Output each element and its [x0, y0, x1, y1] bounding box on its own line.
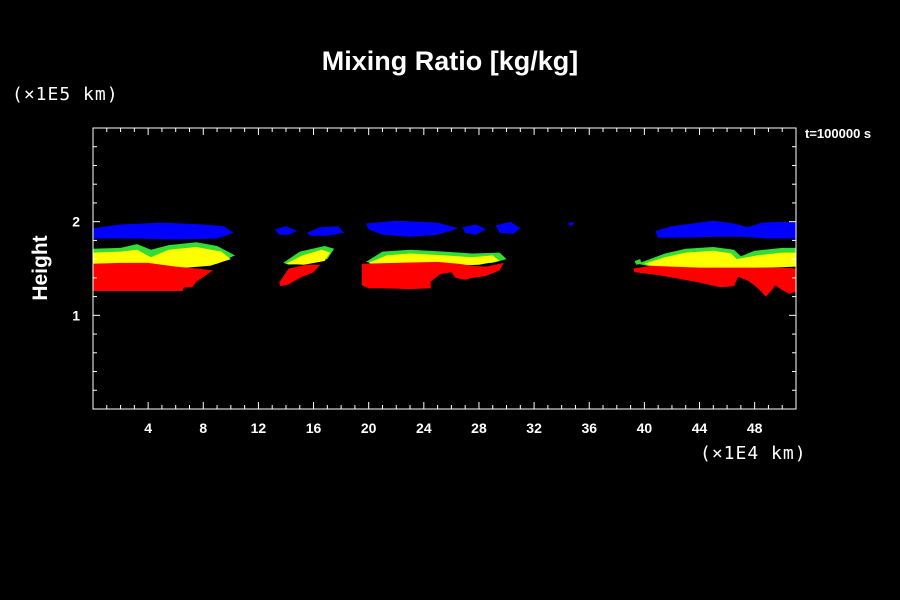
y-tick-label: 2: [72, 214, 80, 230]
region-level_1-18: [279, 264, 321, 287]
region-level_4-6: [568, 221, 575, 226]
x-tick-label: 48: [747, 420, 763, 436]
y-axis-unit-label: (×1E5 km): [12, 84, 119, 105]
region-level_2-16: [644, 250, 796, 269]
data-regions: [93, 220, 796, 297]
x-tick-label: 16: [306, 420, 322, 436]
region-level_4-5: [495, 221, 521, 234]
time-label: t=100000 s: [805, 126, 872, 141]
region-level_1-17: [93, 262, 213, 291]
region-level_4-4: [462, 224, 486, 235]
region-level_2-15: [368, 253, 500, 266]
plot-frame: [92, 127, 797, 410]
x-tick-label: 36: [581, 420, 597, 436]
chart-title: Mixing Ratio [kg/kg]: [321, 46, 579, 76]
x-tick-label: 8: [199, 420, 207, 436]
x-tick-label: 20: [361, 420, 377, 436]
region-level_1-20: [633, 265, 796, 297]
region-level_4-3: [365, 220, 459, 237]
x-tick-label: 44: [692, 420, 708, 436]
x-tick-label: 24: [416, 420, 432, 436]
region-level_4-7: [655, 220, 796, 239]
x-tick-label: 12: [251, 420, 267, 436]
x-axis-unit-label: (×1E4 km): [700, 443, 807, 464]
y-tick-label: 1: [72, 307, 80, 323]
region-level_2-14: [286, 249, 331, 265]
region-level_1-19: [361, 261, 504, 290]
region-level_4-2: [306, 226, 344, 236]
x-tick-label: 4: [144, 420, 152, 436]
region-level_4-1: [275, 226, 297, 235]
x-tick-label: 28: [471, 420, 487, 436]
x-tick-label: 32: [526, 420, 542, 436]
region-level_4-0: [93, 222, 234, 240]
x-tick-label: 40: [637, 420, 653, 436]
region-level_3-12: [634, 259, 642, 265]
